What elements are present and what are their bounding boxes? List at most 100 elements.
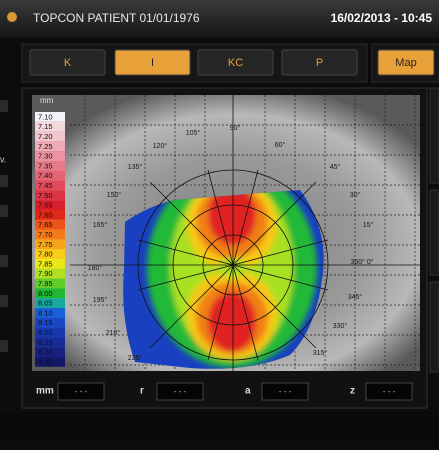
field-value: - - -: [279, 387, 292, 396]
side-panel: [429, 87, 439, 184]
scale-label: 7.60: [38, 210, 53, 219]
scale-swatch: [35, 317, 65, 328]
scale-label: 7.50: [38, 191, 53, 200]
scale-swatch: [35, 239, 65, 250]
color-scale: 7.107.157.207.257.307.357.407.457.507.55…: [35, 112, 65, 367]
scale-label: 7.90: [38, 269, 53, 278]
scale-swatch: [35, 268, 65, 279]
scale-swatch: [35, 259, 65, 269]
angle-label: 60°: [275, 141, 286, 149]
tab-group: K I KC P Map: [29, 49, 435, 76]
scale-label: 8.20: [38, 328, 53, 337]
angle-label: 345°: [348, 293, 363, 301]
scale-label: 8.15: [38, 318, 53, 327]
scale-swatch: [35, 249, 65, 259]
scale-swatch: [35, 288, 65, 299]
scale-label: 7.85: [38, 259, 53, 268]
field-label: mm: [36, 386, 54, 397]
angle-labels: 105° 90° 60° 120° 135° 45° 150° 30° 165° 15° 180° 3…: [88, 124, 374, 362]
angle-label: 105°: [186, 129, 201, 137]
side-button[interactable]: [0, 205, 8, 217]
scale-label: 7.95: [38, 279, 53, 288]
scale-label: 7.15: [38, 122, 53, 131]
scale-label: 7.55: [38, 201, 53, 210]
field-box[interactable]: [261, 382, 309, 401]
tab-button[interactable]: [29, 49, 106, 76]
field-label: z: [350, 386, 355, 397]
angle-label: 225°: [128, 354, 143, 362]
angle-label: 90°: [230, 124, 241, 132]
scale-unit: mm: [40, 96, 54, 105]
angle-label: 195°: [93, 296, 108, 304]
field-box[interactable]: [365, 382, 413, 401]
scale-swatch: [35, 131, 65, 142]
polar-grid: [70, 95, 420, 371]
scale-swatch: [35, 357, 65, 367]
side-button[interactable]: [0, 175, 8, 187]
angle-label: 30°: [350, 191, 361, 199]
angle-label: 120°: [153, 142, 168, 150]
field-value: - - -: [383, 387, 396, 396]
scale-label: 8.35: [38, 357, 53, 366]
header-bar: [0, 0, 439, 38]
angle-label: 15°: [363, 221, 374, 229]
field-value: - - -: [75, 387, 88, 396]
angle-label: 45°: [330, 163, 341, 171]
side-button[interactable]: [0, 340, 8, 352]
side-label: v.: [0, 154, 6, 164]
scale-swatch: [35, 121, 65, 132]
angle-label: 180°: [88, 264, 103, 272]
scale-swatch: [35, 180, 65, 191]
side-panel: [429, 281, 439, 373]
tab-button[interactable]: [197, 49, 274, 76]
field-value: - - -: [174, 387, 187, 396]
tab-label: K: [64, 57, 72, 69]
view-label: Map: [395, 57, 416, 69]
field-box[interactable]: [57, 382, 105, 401]
scale-swatch: [35, 278, 65, 289]
side-button[interactable]: [0, 295, 8, 307]
angle-label: 165°: [93, 221, 108, 229]
scale-swatch: [35, 151, 65, 161]
view-button[interactable]: [377, 49, 435, 76]
scale-swatch: [35, 298, 65, 308]
scale-label: 7.20: [38, 132, 53, 141]
scale-label: 7.25: [38, 142, 53, 151]
scale-swatch: [35, 112, 65, 122]
scale-label: 7.10: [38, 112, 53, 121]
field-box[interactable]: [156, 382, 204, 401]
tab-button[interactable]: [281, 49, 358, 76]
scale-swatch: [35, 347, 65, 357]
scale-swatch: [35, 219, 65, 230]
scale-label: 7.45: [38, 181, 53, 190]
field-label: a: [245, 386, 251, 397]
side-button[interactable]: [0, 100, 8, 112]
tab-label: P: [316, 57, 323, 69]
angle-label: 315°: [313, 349, 328, 357]
scale-label: 7.40: [38, 171, 53, 180]
header-datetime: 16/02/2013 - 10:45: [331, 11, 433, 25]
scale-swatch: [35, 210, 65, 220]
angle-label: 150°: [107, 191, 122, 199]
angle-label: 360° 0°: [350, 258, 373, 266]
scale-swatch: [35, 190, 65, 201]
tab-label: I: [151, 57, 154, 69]
tab-button[interactable]: [114, 49, 191, 76]
scale-label: 7.80: [38, 250, 53, 259]
scale-label: 8.30: [38, 348, 53, 357]
scale-label: 8.00: [38, 289, 53, 298]
scale-label: 7.65: [38, 220, 53, 229]
user-icon: [7, 12, 17, 22]
angle-label: 210°: [106, 329, 121, 337]
scale-swatch: [35, 161, 65, 171]
scale-label: 7.35: [38, 161, 53, 170]
scale-label: 8.25: [38, 338, 53, 347]
scale-swatch: [35, 327, 65, 338]
scale-swatch: [35, 141, 65, 152]
header-title: TOPCON PATIENT 01/01/1976: [33, 11, 200, 25]
side-button[interactable]: [0, 255, 8, 267]
scale-label: 8.05: [38, 299, 53, 308]
scale-label: 7.70: [38, 230, 53, 239]
